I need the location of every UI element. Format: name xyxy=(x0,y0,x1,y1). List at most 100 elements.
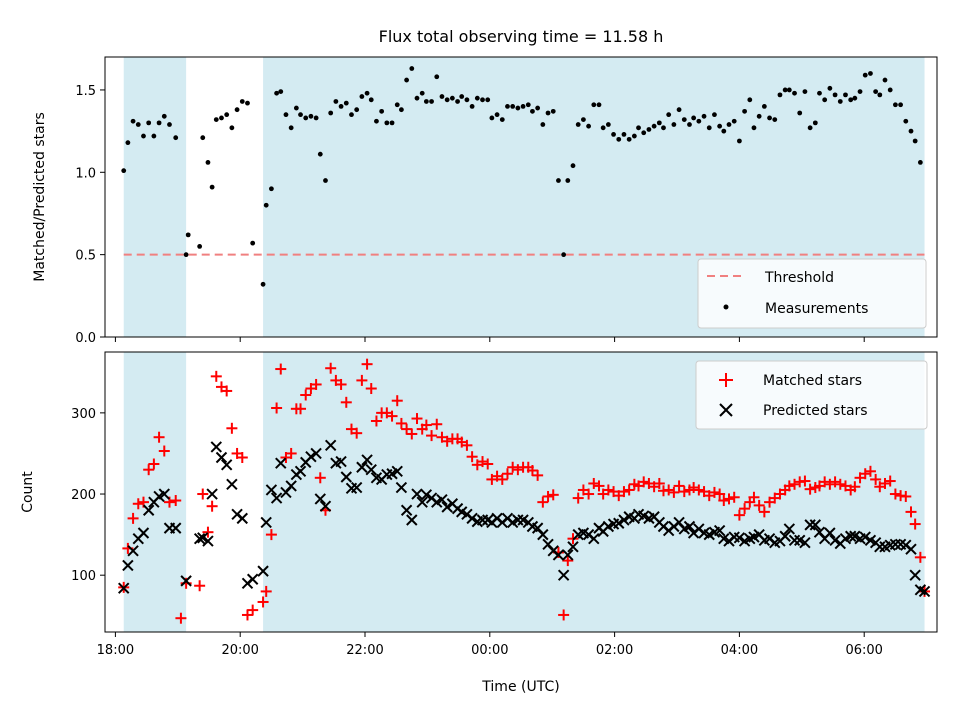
predicted-star-point xyxy=(905,543,917,555)
predicted-star-point xyxy=(874,541,886,553)
predicted-star-point xyxy=(420,489,433,501)
measurement-point xyxy=(561,252,567,258)
x-axis: 18:00 20:00 22:00 00:00 02:00 04:00 06:00 xyxy=(97,632,883,658)
matched-star-point xyxy=(558,609,570,621)
measurement-point xyxy=(293,105,299,111)
matched-star-point xyxy=(678,486,690,498)
matched-star-point xyxy=(547,489,559,501)
predicted-star-point xyxy=(859,531,871,543)
y-tick-label: 300 xyxy=(71,407,96,422)
matched-legend-swatch xyxy=(719,373,733,387)
measurement-point xyxy=(651,123,657,129)
measurement-point xyxy=(817,90,822,96)
matched-star-point xyxy=(314,472,326,484)
predicted-star-point xyxy=(395,481,408,494)
predicted-star-point xyxy=(713,524,726,537)
matched-star-point xyxy=(753,499,765,511)
measurement-point xyxy=(877,92,883,98)
predicted-star-point xyxy=(285,480,297,492)
predicted-star-point xyxy=(416,496,428,508)
measurement-point xyxy=(156,120,162,126)
legend-box xyxy=(697,258,927,329)
predicted-star-point xyxy=(137,527,150,539)
y-tick-label: 0.5 xyxy=(75,249,96,264)
matched-star-point xyxy=(526,464,538,476)
predicted-star-point xyxy=(206,488,218,500)
measurement-point xyxy=(205,160,211,165)
predicted-star-point xyxy=(552,549,565,561)
predicted-star-point xyxy=(567,541,579,553)
matched-star-point xyxy=(537,496,549,508)
measurement-point xyxy=(687,122,692,127)
predicted-star-point xyxy=(310,447,322,460)
measurement-point xyxy=(245,100,250,106)
measurement-point xyxy=(681,117,687,122)
measurement-point xyxy=(474,95,480,101)
matched-star-point xyxy=(512,464,524,476)
measurement-point xyxy=(368,97,374,103)
measurement-point xyxy=(908,128,914,134)
predicted-star-point xyxy=(557,569,570,581)
matched-star-point xyxy=(226,422,238,434)
measurement-point xyxy=(444,97,450,103)
measurement-point xyxy=(260,281,266,287)
measurement-point xyxy=(696,118,702,124)
measurement-point xyxy=(550,108,556,114)
measurement-point xyxy=(239,99,245,104)
measurement-point xyxy=(494,112,500,118)
measurement-point xyxy=(721,128,727,134)
measurement-point xyxy=(600,125,606,131)
measurement-point xyxy=(545,110,551,116)
measurement-point xyxy=(278,89,284,94)
matched-star-point xyxy=(739,503,751,515)
top-y-axis: 0.0 0.5 1.0 1.5 xyxy=(75,84,105,346)
top-x-ticks xyxy=(114,337,865,342)
matched-star-point xyxy=(909,518,921,530)
measurement-point xyxy=(414,95,420,101)
matched-star-point xyxy=(411,413,423,425)
predicted-star-point xyxy=(537,528,549,541)
matched-star-point xyxy=(914,551,926,563)
matched-star-point xyxy=(532,469,544,481)
matched-star-point xyxy=(542,490,554,502)
predicted-star-point xyxy=(305,450,317,463)
measurement-point xyxy=(250,240,256,246)
matched-star-point xyxy=(300,389,312,401)
predicted-star-point xyxy=(220,459,233,471)
bottom-y-axis: 100 200 300 xyxy=(71,407,105,584)
measurement-point xyxy=(213,117,219,122)
matched-star-point xyxy=(441,435,453,447)
matched-star-point xyxy=(175,612,187,624)
measurement-point xyxy=(797,110,803,116)
measurements-legend-label: Measurements xyxy=(765,301,868,317)
measurement-point xyxy=(141,133,146,139)
predicted-star-point xyxy=(265,484,278,496)
shaded-interval-1 xyxy=(123,57,187,337)
measurement-point xyxy=(782,87,788,93)
measurement-point xyxy=(469,104,475,109)
matched-star-point xyxy=(758,506,770,518)
matched-star-point xyxy=(849,481,861,493)
measurement-point xyxy=(269,186,274,192)
matched-stars-points xyxy=(118,358,931,624)
measurement-point xyxy=(234,107,240,113)
predicted-star-point xyxy=(824,527,836,539)
matched-star-point xyxy=(221,385,233,397)
measurement-point xyxy=(263,202,269,208)
matched-star-point xyxy=(879,477,891,489)
measurement-point xyxy=(125,140,131,146)
matched-star-point xyxy=(143,464,155,476)
y-tick-label: 1.0 xyxy=(75,166,96,181)
matched-star-point xyxy=(507,461,519,473)
predicted-star-point xyxy=(335,455,347,468)
measurement-point xyxy=(917,160,923,165)
matched-star-point xyxy=(285,447,297,459)
measurement-point xyxy=(691,115,697,121)
measurement-point xyxy=(540,122,546,127)
matched-star-point xyxy=(260,585,272,597)
matched-star-point xyxy=(197,488,209,500)
measurement-point xyxy=(701,113,707,119)
measurement-point xyxy=(449,95,455,101)
measurement-point xyxy=(862,72,868,78)
legend-box xyxy=(695,360,928,430)
